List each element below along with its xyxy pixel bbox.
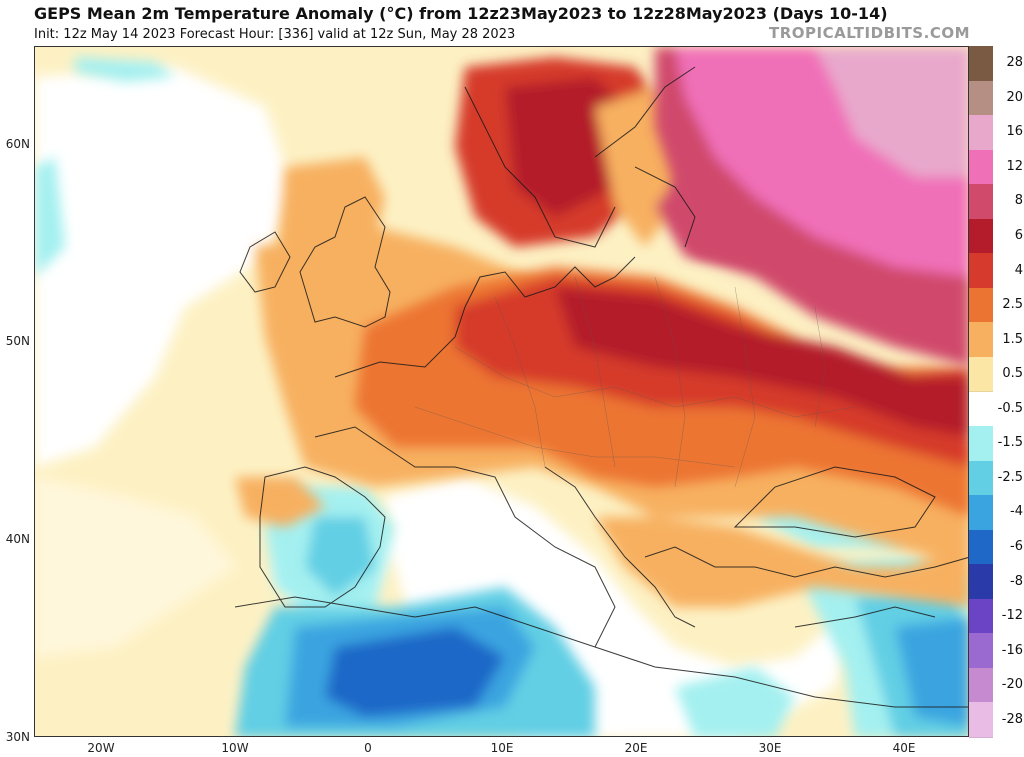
- legend-swatch: [969, 184, 993, 220]
- lat-tick-label: 30N: [5, 730, 30, 744]
- lon-tick-label: 10W: [221, 741, 249, 755]
- legend-label: -20: [1001, 677, 1023, 693]
- very-hot-areas: [655, 47, 968, 367]
- legend-swatch: [969, 115, 993, 151]
- lon-tick-label: 40E: [892, 741, 916, 755]
- anomaly-field: [35, 47, 968, 736]
- legend-label: 28: [1006, 55, 1023, 71]
- legend-swatch: [969, 46, 993, 82]
- legend-label: -4: [1010, 504, 1023, 520]
- legend-label: -0.5: [997, 400, 1023, 416]
- legend-swatch: [969, 460, 993, 497]
- legend-label: 0.5: [1002, 366, 1023, 382]
- legend-swatch: [969, 356, 993, 393]
- lon-tick-label: 20E: [624, 741, 648, 755]
- legend-label: 20: [1006, 89, 1023, 105]
- lon-tick-label: 0: [364, 741, 372, 755]
- borders: [414, 276, 856, 488]
- legend-swatch: [969, 322, 993, 358]
- legend-swatch: [969, 495, 993, 531]
- legend-label: 2.5: [1002, 297, 1023, 313]
- legend-swatch: [969, 80, 993, 117]
- map-title: GEPS Mean 2m Temperature Anomaly (°C) fr…: [34, 4, 888, 23]
- legend-swatch: [969, 149, 993, 186]
- legend-label: 6: [1014, 228, 1023, 244]
- lat-tick-label: 50N: [5, 334, 30, 348]
- legend-label: 4: [1014, 262, 1023, 278]
- legend-swatch: [969, 253, 993, 289]
- legend-swatch: [969, 529, 993, 566]
- legend-swatch: [969, 218, 993, 255]
- color-legend: 28 20 16 12 8 6 4 2.5 1.5 0.5 -0.5 -1.5 -2.5 -4 -6 -8 -1…: [969, 46, 1024, 738]
- legend-label: -8: [1010, 573, 1023, 589]
- legend-swatch: [969, 564, 993, 600]
- legend-label: 16: [1006, 124, 1023, 140]
- coastlines: [234, 66, 968, 708]
- legend-swatch: [969, 702, 993, 738]
- lat-tick-label: 40N: [5, 532, 30, 546]
- forecast-info: Init: 12z May 14 2023 Forecast Hour: [33…: [34, 27, 516, 42]
- legend-label: -2.5: [997, 469, 1023, 485]
- legend-swatch: [969, 667, 993, 704]
- legend-label: -12: [1001, 608, 1023, 624]
- legend-label: 8: [1014, 193, 1023, 209]
- site-brand: TROPICALTIDBITS.COM: [769, 24, 970, 42]
- legend-label: -6: [1010, 538, 1023, 554]
- legend-label: -28: [1001, 711, 1023, 727]
- lon-tick-label: 10E: [490, 741, 514, 755]
- legend-label: -16: [1001, 642, 1023, 658]
- legend-swatch: [969, 598, 993, 635]
- legend-swatch: [969, 426, 993, 462]
- anomaly-map: [34, 46, 969, 737]
- legend-label: 1.5: [1002, 331, 1023, 347]
- legend-swatch: [969, 287, 993, 324]
- lon-tick-label: 20W: [87, 741, 115, 755]
- legend-swatch: [969, 633, 993, 669]
- legend-label: -1.5: [997, 435, 1023, 451]
- lat-tick-label: 60N: [5, 137, 30, 151]
- legend-label: 12: [1006, 158, 1023, 174]
- lon-tick-label: 30E: [758, 741, 782, 755]
- legend-swatch: [969, 391, 993, 428]
